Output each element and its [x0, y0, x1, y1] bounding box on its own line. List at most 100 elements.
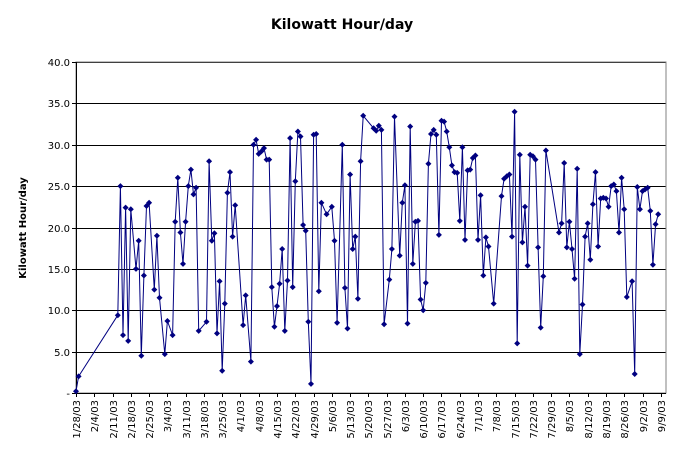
y-tick-label: 15.0 — [48, 265, 70, 276]
x-tick-label: 6/3/03 — [401, 400, 412, 432]
data-point — [232, 202, 239, 209]
data-point — [498, 193, 505, 200]
data-point — [571, 275, 578, 282]
x-tick-label: 7/22/03 — [529, 400, 540, 439]
data-point — [388, 246, 395, 252]
x-tick-label: 4/22/03 — [291, 400, 302, 439]
data-point — [302, 227, 309, 234]
x-tick-label: 8/5/03 — [565, 400, 576, 432]
data-point — [430, 126, 437, 133]
data-point — [373, 127, 380, 134]
data-point — [485, 243, 492, 250]
data-point — [195, 327, 202, 334]
data-point — [221, 300, 228, 307]
data-point — [399, 199, 406, 206]
data-point — [401, 182, 408, 189]
x-tick-label: 5/27/03 — [383, 400, 394, 439]
x-tick-label: 6/24/03 — [456, 400, 467, 439]
data-point — [613, 188, 620, 195]
data-point — [441, 118, 448, 125]
x-tick-label: 9/9/03 — [657, 400, 668, 432]
data-point — [616, 229, 622, 236]
data-point — [603, 195, 609, 202]
data-point — [467, 166, 474, 173]
data-point — [297, 133, 304, 140]
x-tick-label: 4/29/03 — [310, 400, 321, 439]
data-point — [579, 301, 586, 308]
data-point — [621, 206, 628, 213]
x-tick-label: 9/2/03 — [639, 400, 650, 432]
data-point — [433, 131, 440, 138]
data-point — [339, 141, 346, 148]
data-point — [375, 122, 382, 129]
data-point — [266, 156, 273, 163]
data-point — [281, 327, 288, 334]
x-tick-label: 5/6/03 — [328, 400, 339, 432]
data-point — [647, 207, 654, 214]
data-point — [127, 206, 134, 213]
x-tick-label: 5/13/03 — [346, 400, 357, 439]
data-point — [482, 234, 489, 241]
data-point — [360, 112, 367, 119]
y-tick-label: 5.0 — [54, 348, 70, 359]
x-tick-label: 3/4/03 — [163, 400, 174, 432]
data-point — [315, 288, 322, 295]
data-point — [490, 300, 497, 307]
data-point — [540, 273, 547, 280]
data-point — [125, 337, 132, 344]
x-tick-labels: 1/28/03 2/4/03 2/11/03 2/18/03 2/25/03 3/4/03… — [72, 393, 668, 439]
data-point — [516, 151, 523, 158]
data-point — [344, 325, 351, 332]
data-point — [537, 324, 544, 331]
data-point — [328, 203, 335, 210]
data-point — [456, 217, 463, 224]
y-tick-label: 30.0 — [48, 141, 70, 152]
y-axis-label: Kilowatt Hour/day — [18, 177, 29, 279]
data-point — [623, 294, 630, 300]
data-point — [261, 145, 267, 152]
plot-frame — [75, 61, 667, 394]
chart-title: Kilowatt Hour/day — [271, 17, 413, 33]
data-point — [381, 321, 388, 328]
data-point — [556, 229, 562, 236]
data-point — [253, 136, 260, 143]
data-point — [75, 373, 82, 380]
data-point — [459, 144, 466, 151]
data-point — [475, 236, 481, 243]
y-tick-label: 20.0 — [48, 224, 70, 235]
data-point — [214, 330, 220, 337]
x-tick-label: 2/4/03 — [90, 400, 101, 432]
data-point — [655, 211, 662, 218]
data-point — [584, 220, 591, 227]
data-point — [211, 230, 218, 237]
y-tick-label: 35.0 — [48, 99, 70, 110]
x-tick-label: 6/10/03 — [419, 400, 430, 439]
data-point — [247, 358, 254, 365]
data-point — [605, 203, 612, 210]
data-point — [576, 351, 583, 358]
data-point — [287, 135, 294, 142]
data-point — [180, 260, 186, 267]
data-point — [156, 294, 163, 301]
data-point — [592, 169, 599, 176]
series-line — [75, 111, 659, 392]
data-point — [404, 320, 411, 327]
data-point — [649, 261, 656, 268]
data-point — [208, 237, 215, 244]
data-point — [122, 204, 129, 211]
x-tick-label: 8/12/03 — [584, 400, 595, 439]
x-tick-label: 3/25/03 — [218, 400, 229, 439]
data-point — [563, 244, 570, 251]
data-point — [631, 371, 638, 377]
data-point — [462, 236, 468, 243]
data-point — [357, 158, 364, 165]
data-point — [274, 303, 280, 310]
data-point — [454, 169, 461, 176]
data-point — [417, 296, 424, 303]
data-point — [634, 184, 641, 190]
data-point — [219, 367, 226, 374]
data-point — [206, 158, 213, 165]
y-tick-label: 40.0 — [48, 58, 70, 69]
data-point — [396, 252, 403, 259]
